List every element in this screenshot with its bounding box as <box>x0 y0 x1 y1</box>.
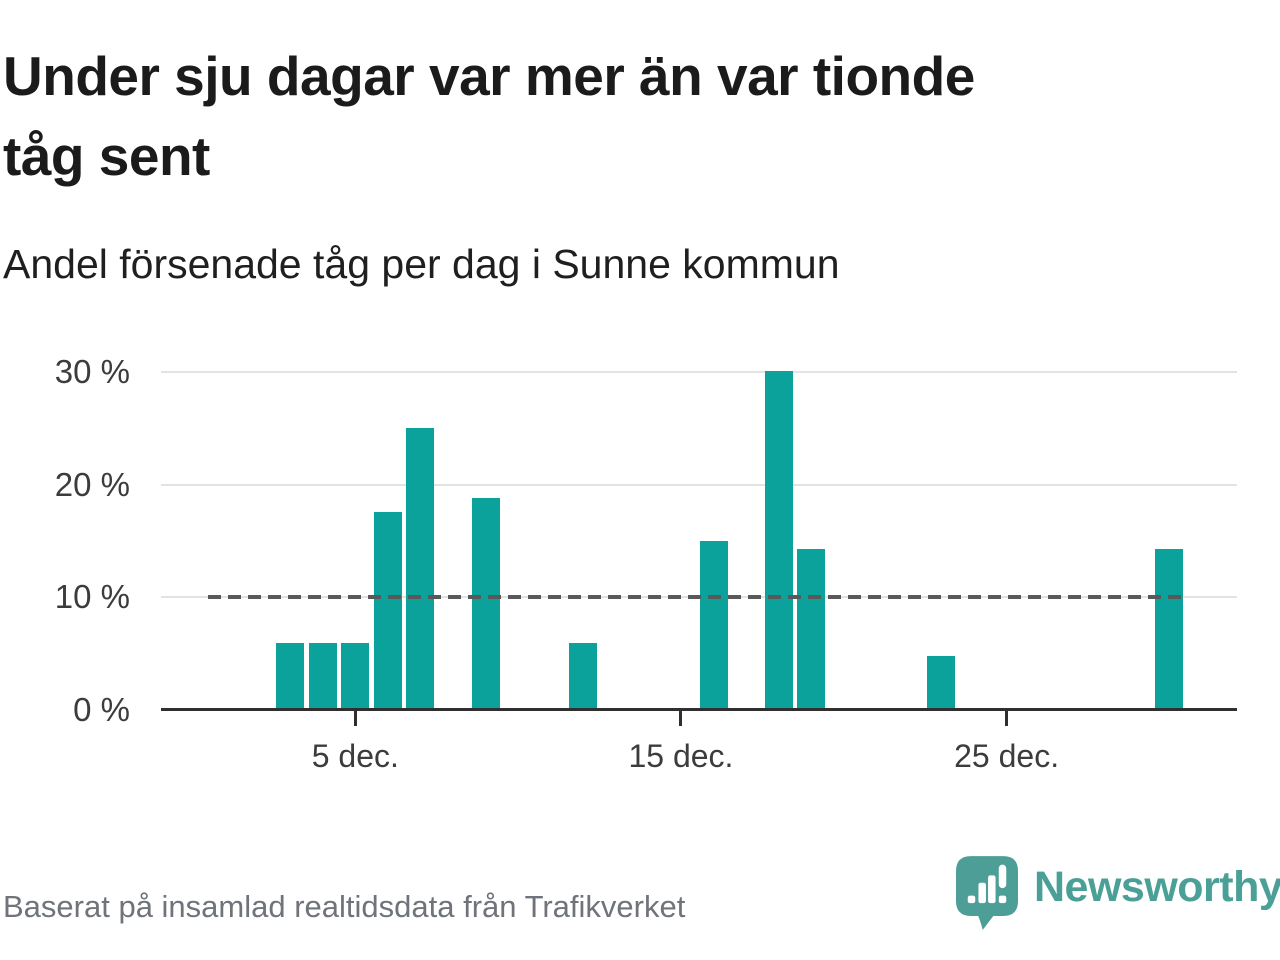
brand-logo: Newsworthy <box>956 856 1280 931</box>
bar <box>308 643 337 710</box>
grid-line-20 <box>161 483 1237 486</box>
y-tick-label: 10 % <box>54 578 130 616</box>
bar <box>699 540 728 710</box>
bar <box>471 498 500 710</box>
page-title-line-2: tåg sent <box>3 125 210 187</box>
source-note: Baserat på insamlad realtidsdata från Tr… <box>3 889 686 924</box>
y-tick-label: 20 % <box>54 465 130 503</box>
y-tick-label: 30 % <box>54 353 130 391</box>
bar <box>406 428 435 710</box>
page-title: Under sju dagar var mer än var tionde tå… <box>3 36 975 196</box>
threshold-line <box>208 595 1186 600</box>
x-tick <box>679 711 683 726</box>
brand-wordmark: Newsworthy <box>1034 863 1280 911</box>
bar <box>1155 548 1184 710</box>
x-axis-line <box>161 708 1237 711</box>
page-subtitle: Andel försenade tåg per dag i Sunne komm… <box>3 241 840 287</box>
x-tick-label: 15 dec. <box>628 738 734 774</box>
page-title-line-1: Under sju dagar var mer än var tionde <box>3 45 975 107</box>
bar <box>927 655 956 710</box>
bar <box>797 548 826 710</box>
bar <box>341 643 370 710</box>
y-tick-label: 0 % <box>73 690 130 728</box>
x-tick-label: 5 dec. <box>311 738 399 774</box>
x-tick <box>1005 711 1009 726</box>
bar <box>373 511 402 710</box>
bar <box>276 643 305 710</box>
x-tick-label: 25 dec. <box>954 738 1060 774</box>
newsworthy-logo-icon <box>956 856 1018 930</box>
bar <box>764 371 793 710</box>
grid-line-30 <box>161 371 1237 374</box>
bar <box>569 643 598 710</box>
x-tick <box>353 711 357 726</box>
